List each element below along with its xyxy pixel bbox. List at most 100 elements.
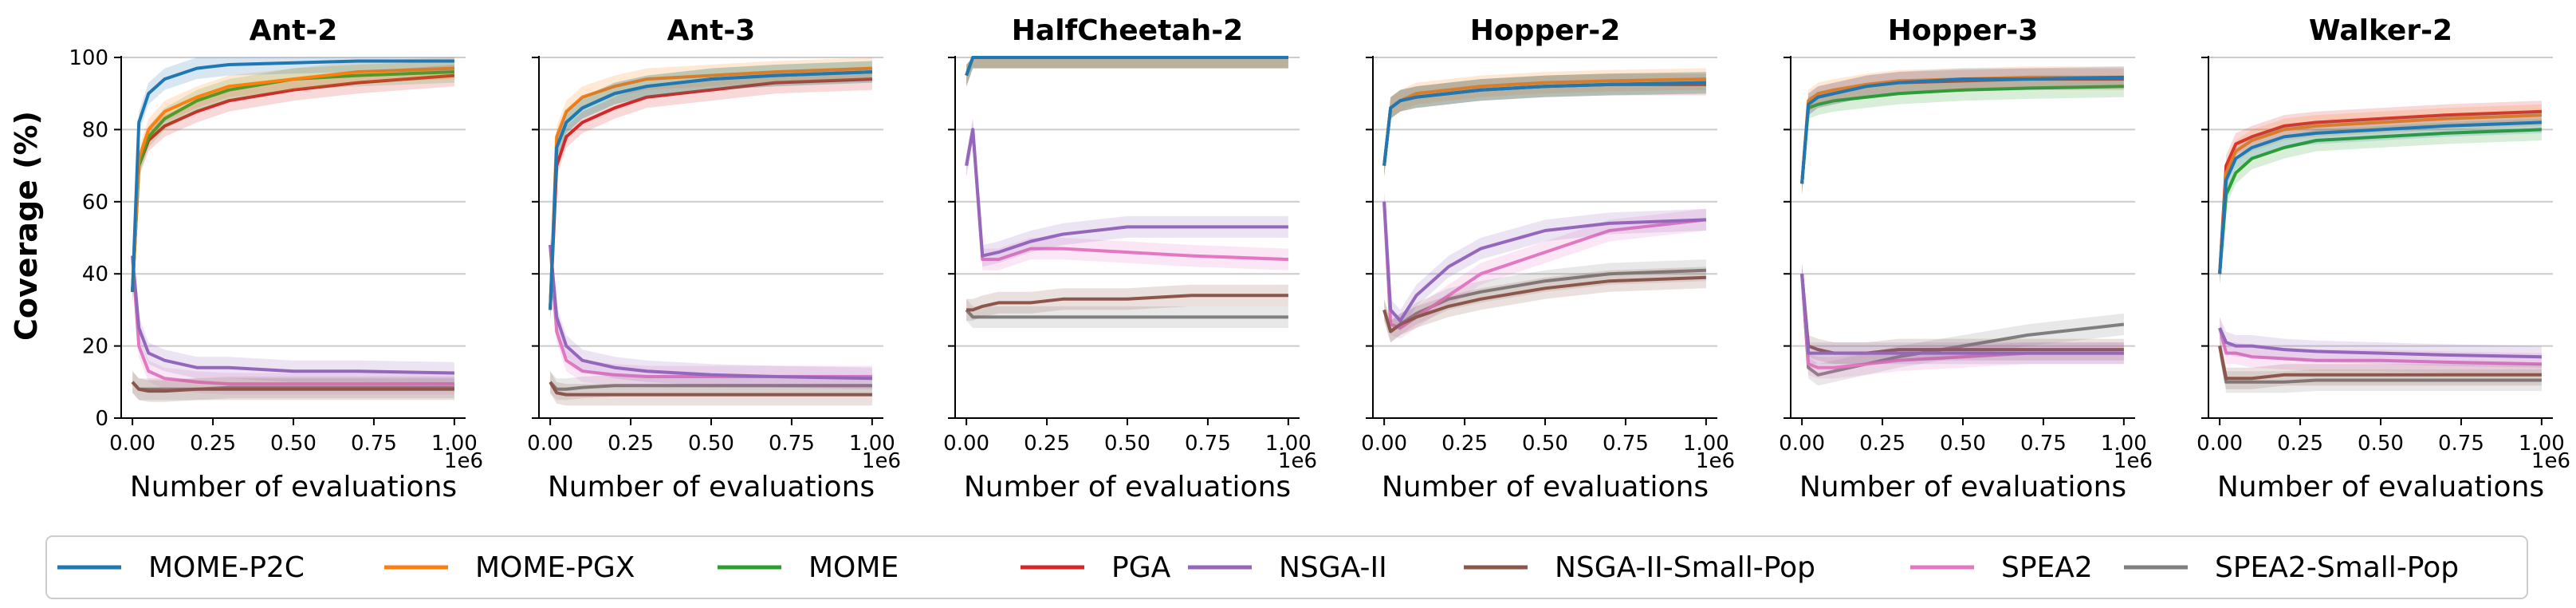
- x-tick-label: 0.00: [943, 432, 989, 456]
- series-line-nsga-ii-small-pop: [549, 381, 872, 397]
- series-band-mome-p2c: [1384, 72, 1706, 177]
- x-tick-label: 1.00: [849, 432, 895, 456]
- x-tick-label: 0.75: [769, 432, 815, 456]
- x-tick-label: 1.00: [431, 432, 478, 456]
- x-tick-label: 0.25: [608, 432, 654, 456]
- series-band-nsga-ii: [1384, 191, 1706, 332]
- series-band-nsga-ii: [132, 245, 454, 385]
- series-band-mome-p2c: [966, 57, 1288, 87]
- x-tick-label: 0.50: [2358, 432, 2404, 456]
- legend-label: NSGA-II: [1279, 551, 1387, 584]
- series-line-nsga-ii-small-pop: [966, 294, 1288, 312]
- series-line-mome: [1800, 85, 2124, 184]
- legend-label: SPEA2: [2001, 551, 2093, 584]
- series-band-pga: [1802, 68, 2124, 195]
- x-offset-label: 1e6: [1278, 449, 1317, 473]
- x-tick-label: 0.75: [2438, 432, 2484, 456]
- y-tick-label: 80: [82, 118, 108, 142]
- series-band-spea2: [966, 118, 1288, 270]
- series-band-spea2-small-pop: [132, 371, 454, 401]
- panel-title: Ant-2: [250, 14, 338, 47]
- x-tick-label: 0.50: [688, 432, 734, 456]
- series-band-pga: [132, 65, 454, 303]
- x-tick-label: 0.25: [2277, 432, 2323, 456]
- series-line-spea2: [131, 255, 454, 386]
- panel-title: Walker-2: [2309, 14, 2452, 47]
- legend-label: NSGA-II-Small-Pop: [1555, 551, 1815, 584]
- panel-title: Ant-3: [667, 14, 756, 47]
- series-band-mome: [966, 57, 1288, 87]
- series-line-nsga-ii: [2218, 327, 2542, 359]
- x-tick-label: 0.00: [109, 432, 155, 456]
- x-tick-label: 0.50: [1940, 432, 1986, 456]
- series-band-nsga-ii-small-pop: [132, 371, 454, 402]
- panel-title: HalfCheetah-2: [1012, 14, 1243, 47]
- x-tick-label: 0.00: [1361, 432, 1407, 456]
- series-band-spea2-small-pop: [1802, 263, 2124, 386]
- series-line-nsga-ii-small-pop: [2218, 345, 2542, 381]
- series-line-nsga-ii: [1382, 201, 1706, 322]
- series-line-mome-pgx: [2218, 113, 2542, 274]
- x-tick-label: 0.00: [2196, 432, 2243, 456]
- legend-label: PGA: [1111, 551, 1171, 584]
- x-tick-label: 0.50: [1522, 432, 1568, 456]
- legend-frame: [45, 535, 2528, 599]
- x-offset-label: 1e6: [444, 449, 483, 473]
- series-band-spea2-small-pop: [2220, 335, 2542, 393]
- series-band-nsga-ii-small-pop: [550, 371, 872, 406]
- series-line-mome-pgx: [549, 66, 872, 310]
- x-tick-label: 0.75: [1603, 432, 1649, 456]
- series-band-pga: [1384, 73, 1706, 177]
- series-band-spea2-small-pop: [966, 298, 1288, 328]
- x-tick-label: 0.75: [1185, 432, 1231, 456]
- series-band-mome-p2c: [132, 57, 454, 303]
- legend-label: MOME: [808, 551, 899, 584]
- x-tick-label: 1.00: [2519, 432, 2565, 456]
- y-tick-label: 60: [82, 191, 108, 215]
- x-tick-label: 0.25: [190, 432, 236, 456]
- x-axis-label: Number of evaluations: [1799, 471, 2126, 503]
- series-line-nsga-ii: [1800, 274, 2124, 355]
- series-line-spea2-small-pop: [2218, 345, 2542, 384]
- x-offset-label: 1e6: [2114, 449, 2153, 473]
- series-band-nsga-ii: [1802, 263, 2124, 365]
- series-band-nsga-ii-small-pop: [966, 284, 1288, 321]
- series-line-spea2: [1382, 201, 1707, 330]
- series-line-nsga-ii-small-pop: [131, 381, 454, 393]
- x-tick-label: 0.75: [351, 432, 397, 456]
- x-axis-label: Number of evaluations: [964, 471, 1291, 503]
- legend-label: MOME-P2C: [148, 551, 305, 584]
- series-line-nsga-ii: [965, 128, 1288, 258]
- series-line-spea2-small-pop: [549, 381, 872, 391]
- series-band-mome-pgx: [1384, 68, 1706, 177]
- legend-label: SPEA2-Small-Pop: [2215, 551, 2459, 584]
- series-line-mome-p2c: [2218, 120, 2542, 274]
- series-line-mome-p2c: [549, 70, 872, 310]
- series-band-nsga-ii: [550, 234, 872, 389]
- series-band-mome: [2220, 118, 2542, 285]
- series-band-mome: [1802, 75, 2124, 195]
- series-band-pga: [966, 57, 1288, 87]
- series-line-mome-p2c: [1382, 81, 1706, 166]
- panel-1: 0 20 40 60 80 100 0.00 0.25 0.50 0.75 1.001e6Numbe…: [69, 14, 483, 503]
- x-offset-label: 1e6: [2531, 449, 2570, 473]
- x-axis-label: Number of evaluations: [1382, 471, 1709, 503]
- series-line-mome-p2c: [1800, 75, 2124, 184]
- x-tick-label: 1.00: [1683, 432, 1729, 456]
- x-tick-label: 0.50: [270, 432, 317, 456]
- panel-title: Hopper-2: [1470, 14, 1621, 47]
- y-tick-label: 0: [95, 407, 108, 431]
- series-line-nsga-ii: [549, 244, 872, 381]
- x-tick-label: 0.50: [1104, 432, 1150, 456]
- legend-items: MOME-P2C MOME-PGX MOME PGA NSGA-II NSGA-II-Sm…: [57, 551, 2459, 584]
- x-tick-label: 0.75: [2020, 432, 2067, 456]
- series-band-mome-p2c: [1802, 66, 2124, 195]
- series-band-pga: [2220, 101, 2542, 285]
- legend: MOME-P2C MOME-PGX MOME PGA NSGA-II NSGA-II-Sm…: [45, 535, 2528, 599]
- series-line-mome-p2c: [965, 56, 1288, 77]
